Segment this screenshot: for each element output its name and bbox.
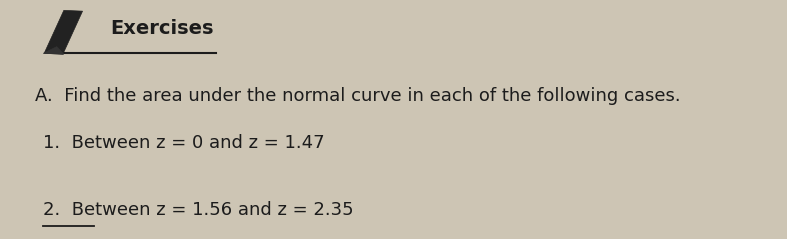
Text: 2.  Between z = 1.56 and z = 2.35: 2. Between z = 1.56 and z = 2.35 — [43, 201, 354, 219]
Polygon shape — [44, 10, 83, 54]
Text: 1.  Between z = 0 and z = 1.47: 1. Between z = 0 and z = 1.47 — [43, 134, 325, 152]
Text: A.  Find the area under the normal curve in each of the following cases.: A. Find the area under the normal curve … — [35, 87, 681, 105]
Polygon shape — [43, 47, 64, 54]
Text: Exercises: Exercises — [110, 19, 214, 38]
